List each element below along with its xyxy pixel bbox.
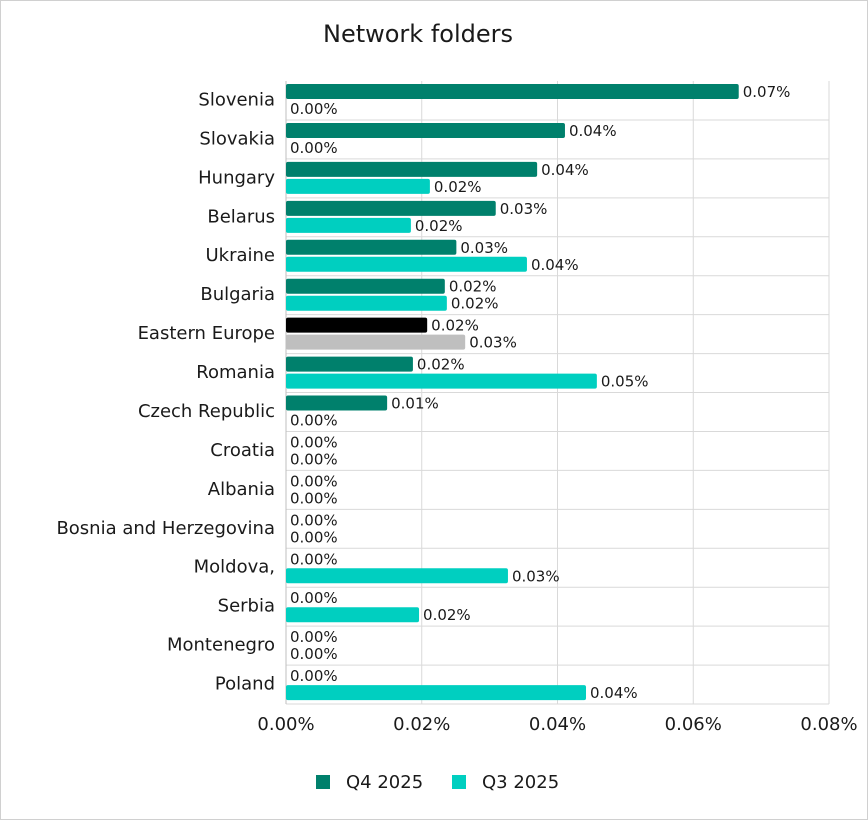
bar bbox=[286, 373, 597, 389]
x-tick-label: 0.06% bbox=[665, 714, 722, 735]
bar bbox=[286, 317, 428, 333]
y-tick-label: Belarus bbox=[207, 206, 275, 227]
chart-title: Network folders bbox=[323, 20, 513, 48]
value-label: 0.00% bbox=[290, 667, 338, 685]
y-tick-label: Moldova, bbox=[194, 557, 275, 578]
bar bbox=[286, 217, 411, 233]
value-label: 0.00% bbox=[290, 100, 338, 118]
x-tick-label: 0.02% bbox=[393, 714, 450, 735]
y-tick-label: Hungary bbox=[198, 167, 275, 188]
value-label: 0.00% bbox=[290, 628, 338, 646]
bar bbox=[286, 239, 457, 255]
value-label: 0.02% bbox=[417, 356, 465, 374]
bar bbox=[286, 200, 496, 216]
bar bbox=[286, 178, 430, 194]
value-label: 0.00% bbox=[290, 412, 338, 430]
x-tick-label: 0.08% bbox=[800, 714, 857, 735]
bar bbox=[286, 84, 739, 99]
value-label: 0.00% bbox=[290, 589, 338, 607]
y-tick-label: Romania bbox=[196, 362, 275, 383]
x-tick-label: 0.00% bbox=[257, 714, 314, 735]
value-label: 0.00% bbox=[290, 511, 338, 529]
bar bbox=[286, 295, 447, 311]
value-label: 0.00% bbox=[290, 645, 338, 663]
value-label: 0.00% bbox=[290, 433, 338, 451]
y-tick-label: Serbia bbox=[218, 596, 275, 617]
bar bbox=[286, 607, 420, 623]
value-label: 0.07% bbox=[743, 83, 791, 101]
y-tick-label: Slovenia bbox=[198, 89, 275, 110]
y-tick-label: Eastern Europe bbox=[138, 323, 275, 344]
value-label: 0.04% bbox=[531, 256, 579, 274]
value-label: 0.02% bbox=[431, 317, 479, 335]
value-label: 0.00% bbox=[290, 139, 338, 157]
y-tick-label: Slovakia bbox=[199, 128, 275, 149]
value-label: 0.05% bbox=[601, 373, 649, 391]
bar bbox=[286, 278, 445, 294]
bar bbox=[286, 685, 587, 701]
value-label: 0.03% bbox=[469, 334, 517, 352]
legend-label: Q3 2025 bbox=[482, 772, 559, 793]
y-tick-label: Poland bbox=[215, 674, 275, 695]
value-label: 0.00% bbox=[290, 489, 338, 507]
value-label: 0.04% bbox=[590, 684, 638, 702]
bar bbox=[286, 334, 466, 350]
value-label: 0.00% bbox=[290, 528, 338, 546]
y-tick-label: Croatia bbox=[210, 440, 275, 461]
value-label: 0.02% bbox=[451, 295, 499, 313]
value-label: 0.00% bbox=[290, 550, 338, 568]
value-label: 0.03% bbox=[512, 567, 560, 585]
legend-label: Q4 2025 bbox=[346, 772, 423, 793]
value-label: 0.02% bbox=[434, 178, 482, 196]
value-label: 0.02% bbox=[415, 217, 463, 235]
legend-swatch bbox=[452, 775, 466, 789]
value-label: 0.01% bbox=[391, 395, 439, 413]
bar bbox=[286, 161, 538, 177]
bar bbox=[286, 395, 388, 411]
y-tick-label: Bosnia and Herzegovina bbox=[56, 518, 275, 539]
y-tick-label: Montenegro bbox=[167, 635, 275, 656]
value-label: 0.03% bbox=[500, 200, 548, 218]
value-label: 0.04% bbox=[569, 122, 617, 140]
x-tick-label: 0.04% bbox=[529, 714, 586, 735]
value-label: 0.02% bbox=[449, 278, 497, 296]
y-tick-label: Ukraine bbox=[205, 245, 275, 266]
bar bbox=[286, 356, 413, 372]
value-label: 0.03% bbox=[460, 239, 508, 257]
legend-swatch bbox=[316, 775, 330, 789]
bar bbox=[286, 568, 508, 584]
y-tick-label: Bulgaria bbox=[200, 284, 275, 305]
value-label: 0.02% bbox=[423, 606, 471, 624]
bar bbox=[286, 256, 527, 272]
y-tick-label: Albania bbox=[208, 479, 275, 500]
bar bbox=[286, 122, 565, 138]
y-tick-label: Czech Republic bbox=[138, 401, 275, 422]
value-label: 0.04% bbox=[541, 161, 589, 179]
value-label: 0.00% bbox=[290, 450, 338, 468]
value-label: 0.00% bbox=[290, 472, 338, 490]
